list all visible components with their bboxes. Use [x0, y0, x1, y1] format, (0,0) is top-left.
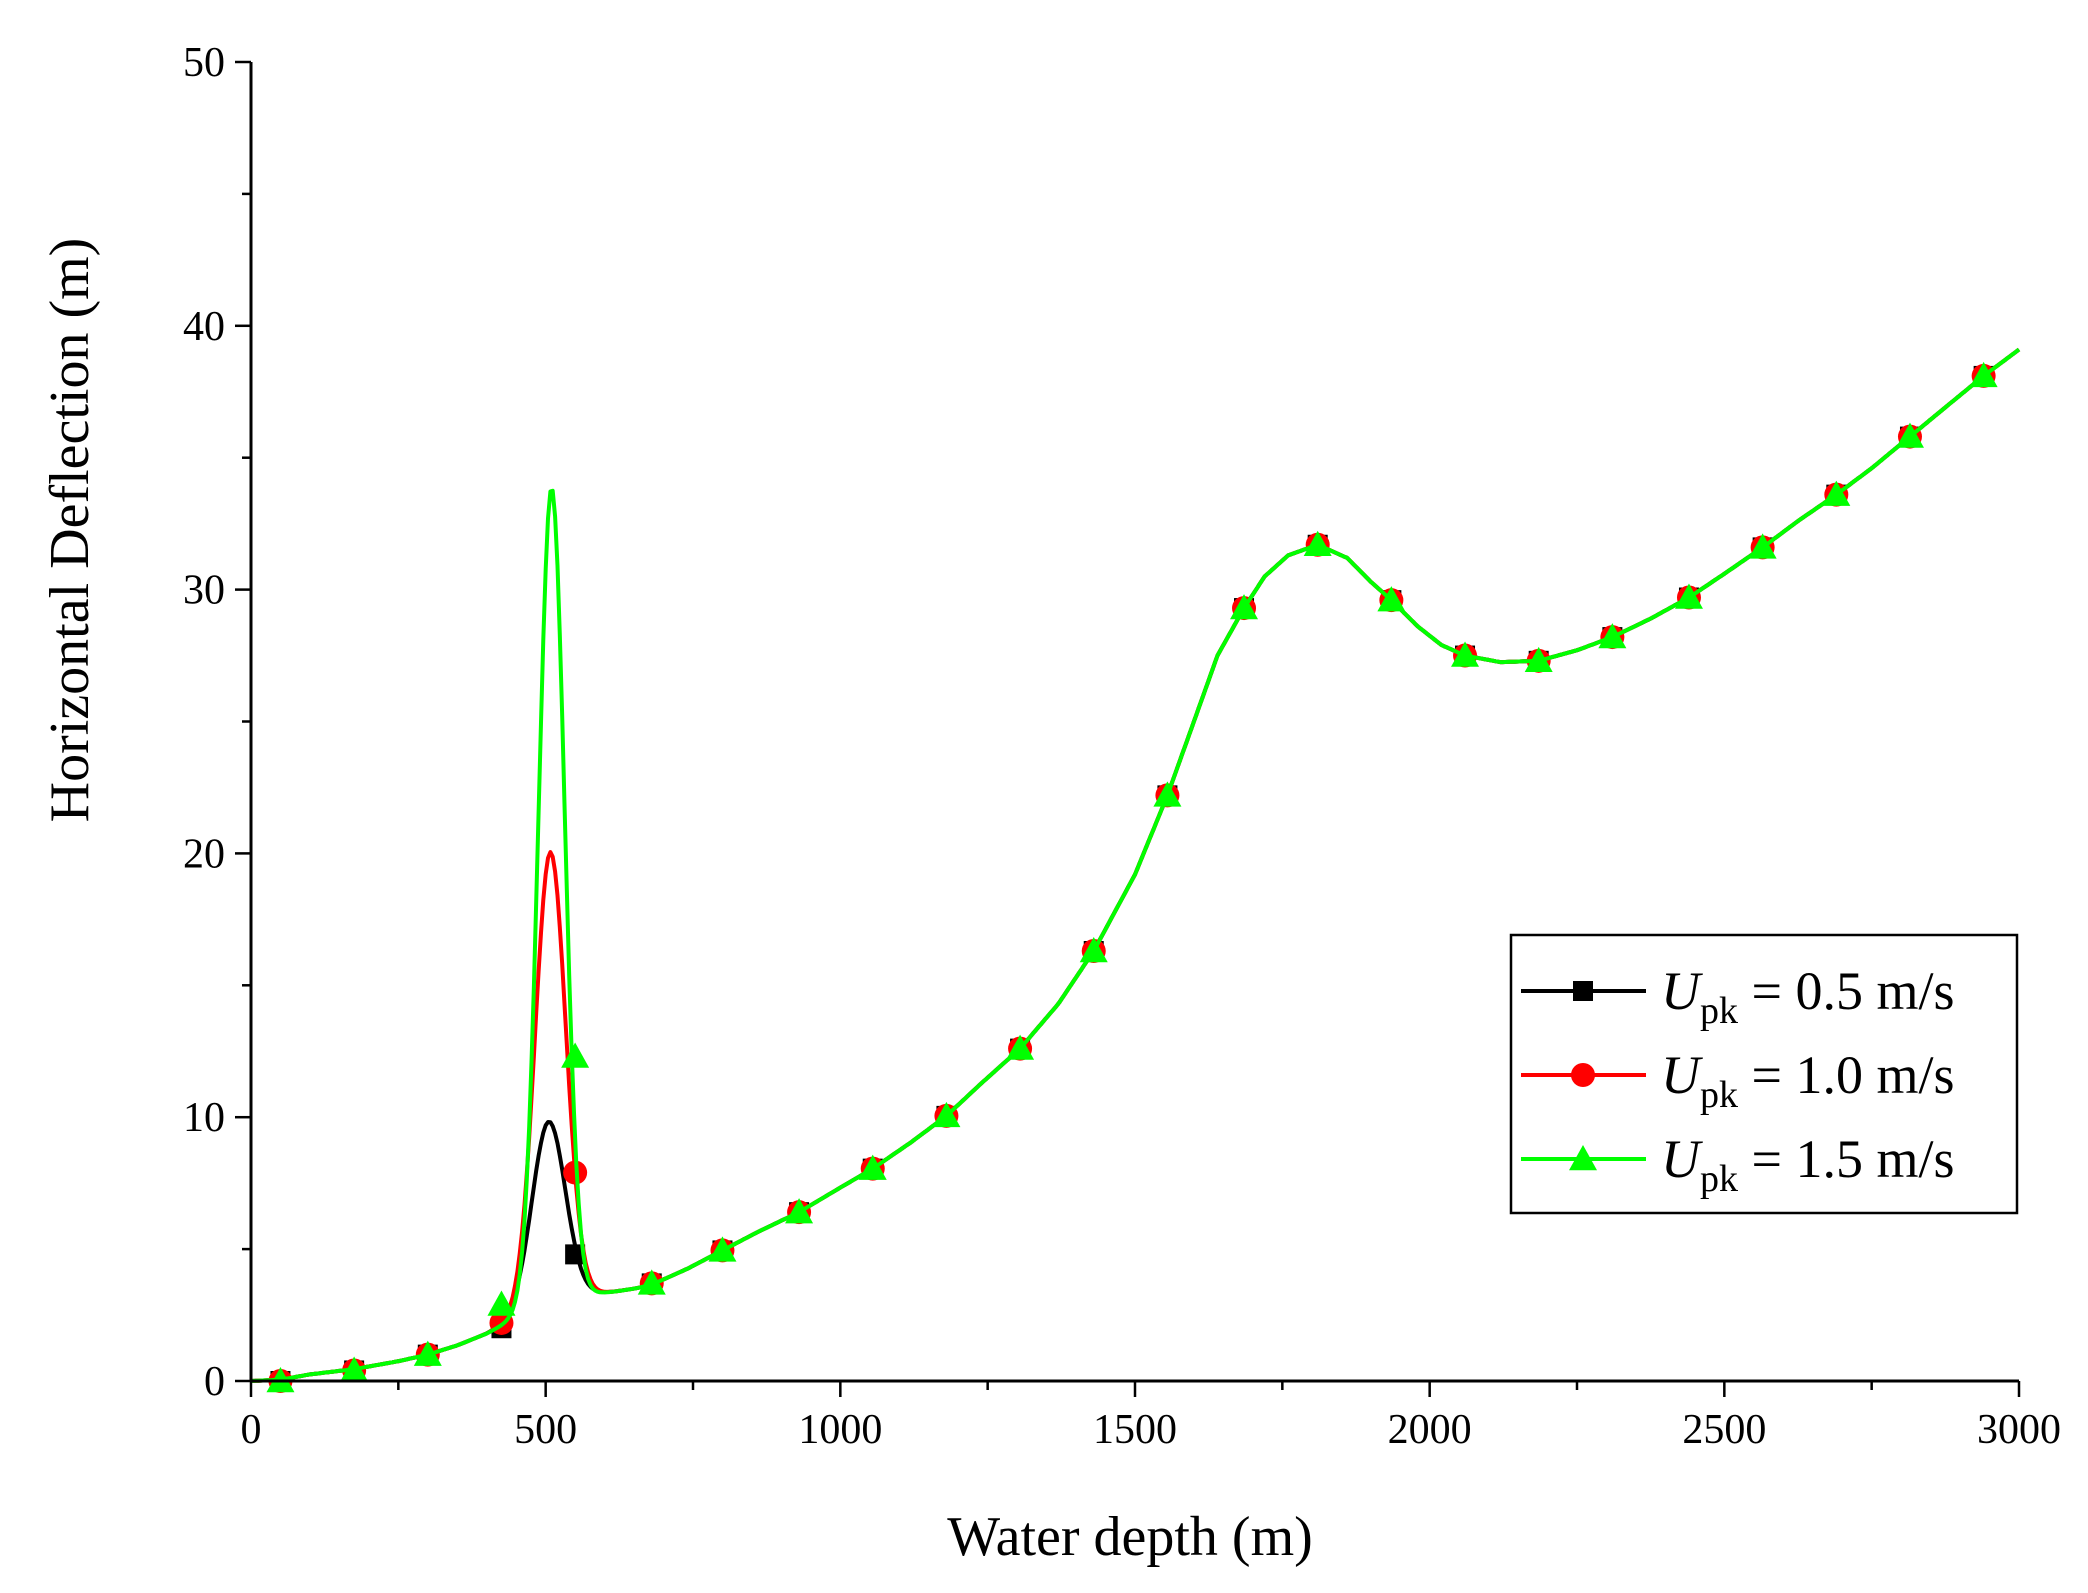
x-tick-label: 2500	[1682, 1407, 1766, 1453]
legend-var: U	[1661, 961, 1703, 1021]
data-point	[1674, 583, 1703, 609]
data-point	[1969, 361, 1998, 388]
data-point	[565, 1244, 586, 1265]
data-point	[1153, 781, 1182, 807]
data-point	[785, 1198, 814, 1224]
x-tick-label: 3000	[1977, 1407, 2061, 1453]
x-tick-label: 500	[514, 1407, 577, 1453]
y-tick-label: 0	[204, 1359, 225, 1405]
series-line	[250, 347, 2021, 1383]
legend-var: U	[1661, 1045, 1703, 1105]
legend-marker-triangle	[1569, 1145, 1597, 1171]
x-tick-label: 1000	[798, 1407, 882, 1453]
legend-subscript: pk	[1700, 1158, 1738, 1200]
data-point	[637, 1269, 666, 1295]
data-point	[708, 1236, 737, 1262]
series-triangle	[250, 347, 2021, 1393]
data-point	[487, 1290, 516, 1316]
y-tick-label: 40	[183, 304, 225, 350]
data-point	[1079, 937, 1108, 963]
legend-subscript: pk	[1700, 1074, 1738, 1116]
x-tick-label: 1500	[1093, 1407, 1177, 1453]
legend-marker-circle	[1571, 1063, 1595, 1087]
legend-marker-square	[1573, 981, 1593, 1001]
data-point	[413, 1340, 442, 1366]
x-tick-label: 2000	[1388, 1407, 1472, 1453]
data-point	[1377, 586, 1406, 612]
legend-value: = 1.0 m/s	[1738, 1045, 1954, 1105]
data-point	[1524, 646, 1553, 673]
data-point	[561, 1042, 590, 1068]
series-line	[250, 347, 2021, 1383]
data-point	[932, 1101, 961, 1128]
legend-subscript: pk	[1700, 990, 1738, 1032]
y-tick-label: 50	[183, 40, 225, 86]
data-point	[858, 1154, 887, 1180]
legend-label: Upk = 1.5 m/s	[1661, 1129, 1954, 1200]
y-tick-label: 20	[183, 831, 225, 877]
legend-label: Upk = 1.0 m/s	[1661, 1045, 1954, 1116]
data-point	[1822, 480, 1851, 506]
data-point	[340, 1356, 369, 1382]
data-point	[1598, 623, 1627, 649]
data-point	[1303, 530, 1332, 556]
data-point	[1006, 1034, 1035, 1060]
data-point	[1451, 641, 1480, 667]
y-tick-label: 10	[183, 1095, 225, 1141]
series-layer	[250, 347, 2021, 1393]
tick-layer: 0 500 1000 1500 2000 2500 3000 0 10 20 30 40 50	[183, 40, 2061, 1453]
series-line	[250, 347, 2021, 1383]
legend-label: Upk = 0.5 m/s	[1661, 961, 1954, 1032]
data-point	[1895, 422, 1924, 448]
legend-var: U	[1661, 1129, 1703, 1189]
legend-value: = 0.5 m/s	[1738, 961, 1954, 1021]
legend-value: = 1.5 m/s	[1738, 1129, 1954, 1189]
x-axis-title: Water depth (m)	[947, 1506, 1313, 1568]
data-point	[1230, 594, 1259, 620]
x-tick-label: 0	[241, 1407, 262, 1453]
data-point	[1748, 533, 1777, 559]
y-tick-label: 30	[183, 568, 225, 614]
y-axis-title: Horizontal Deflection (m)	[39, 238, 101, 823]
